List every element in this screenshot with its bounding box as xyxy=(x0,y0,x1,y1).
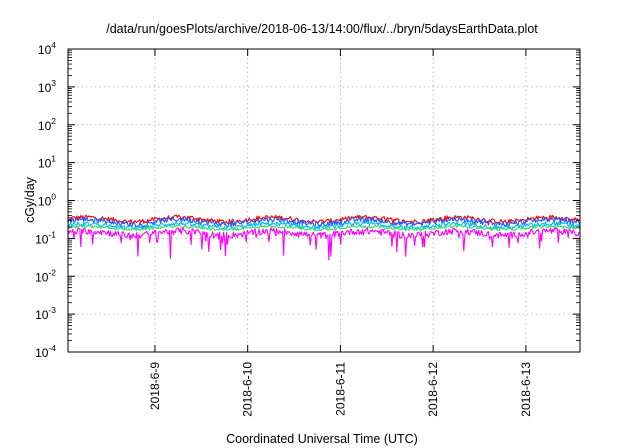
chart-title: /data/run/goesPlots/archive/2018-06-13/1… xyxy=(106,22,538,36)
y-tick-label-exponent: 0 xyxy=(51,192,56,202)
x-tick-labels: 2018-6-9 2018-6-10 2018-6-11 2018-6-12 2018-… xyxy=(148,362,533,417)
x-tick-label: 2018-6-11 xyxy=(333,362,347,416)
y-tick-label-exponent: 2 xyxy=(51,116,56,126)
y-tick-label: 103 xyxy=(38,78,56,95)
series-line xyxy=(67,216,581,229)
y-tick-label-exponent: -2 xyxy=(48,267,56,277)
y-tick-label-exponent: 4 xyxy=(51,40,56,50)
x-tick-label: 2018-6-10 xyxy=(241,362,255,417)
y-tick-label-exponent: -4 xyxy=(48,343,56,353)
axis-ticks xyxy=(68,48,580,353)
y-tick-label-exponent: 3 xyxy=(51,78,56,88)
y-tick-label-base: 10 xyxy=(38,157,52,171)
y-tick-label: 10-4 xyxy=(35,343,56,360)
series-line xyxy=(67,227,581,261)
x-tick-label: 2018-6-9 xyxy=(148,362,162,410)
x-axis-label: Coordinated Universal Time (UTC) xyxy=(226,432,418,446)
y-tick-label-base: 10 xyxy=(38,81,52,95)
series-line xyxy=(67,224,581,232)
y-axis-label: cGy/day xyxy=(23,176,37,223)
y-tick-label: 104 xyxy=(38,40,56,57)
grid xyxy=(68,49,580,352)
y-tick-label-base: 10 xyxy=(38,119,52,133)
y-tick-label: 101 xyxy=(38,154,56,171)
x-tick-label: 2018-6-12 xyxy=(426,362,440,417)
series-line xyxy=(68,214,581,226)
y-tick-label: 10-3 xyxy=(35,305,56,322)
y-tick-label-base: 10 xyxy=(38,195,52,209)
y-tick-label-base: 10 xyxy=(35,232,49,246)
y-tick-label: 100 xyxy=(38,192,56,209)
x-tick-label: 2018-6-13 xyxy=(519,362,533,417)
y-tick-label-exponent: -1 xyxy=(48,229,56,239)
series-group xyxy=(67,214,581,261)
y-tick-label: 102 xyxy=(38,116,56,133)
y-tick-label: 10-2 xyxy=(35,267,56,284)
y-tick-label-exponent: -3 xyxy=(48,305,56,315)
y-tick-label-base: 10 xyxy=(35,308,49,322)
series-line xyxy=(67,221,581,231)
y-tick-label-exponent: 1 xyxy=(51,154,56,164)
y-tick-label: 10-1 xyxy=(35,229,56,246)
y-tick-label-base: 10 xyxy=(35,270,49,284)
y-tick-label-base: 10 xyxy=(38,43,52,57)
y-tick-label-base: 10 xyxy=(35,346,49,360)
